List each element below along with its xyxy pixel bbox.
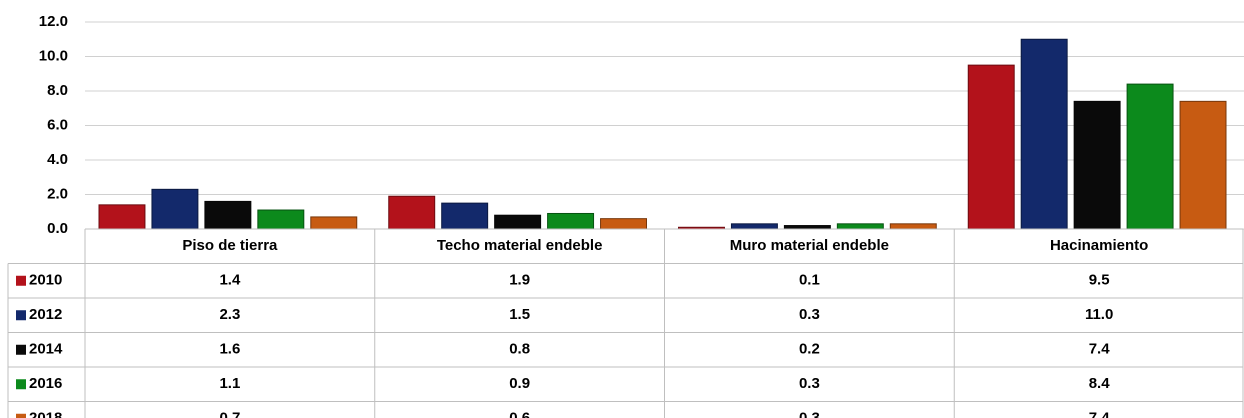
table-value: 11.0 <box>1085 306 1113 323</box>
bar <box>1020 38 1068 230</box>
table-value: 0.1 <box>799 272 820 289</box>
bar <box>730 223 778 230</box>
bar <box>388 195 436 230</box>
table-value: 0.2 <box>799 341 820 358</box>
table-value: 1.4 <box>219 272 241 289</box>
legend-key <box>16 344 26 355</box>
category-label: Muro material endeble <box>730 237 889 254</box>
category-label: Hacinamiento <box>1050 237 1148 254</box>
table-value: 7.4 <box>1089 410 1111 418</box>
legend-label: 2016 <box>29 375 62 392</box>
legend-key <box>16 275 26 286</box>
bar <box>547 212 595 230</box>
bar <box>310 216 358 230</box>
table-value: 8.4 <box>1089 375 1111 392</box>
bar <box>1126 83 1174 230</box>
table-value: 0.3 <box>799 410 820 418</box>
table-value: 1.6 <box>219 341 240 358</box>
bar <box>836 223 884 230</box>
table-value: 0.7 <box>219 410 240 418</box>
table-value: 0.6 <box>509 410 530 418</box>
table-value: 1.5 <box>509 306 530 323</box>
y-tick-label: 10.0 <box>39 47 68 64</box>
bar <box>600 218 647 230</box>
bar <box>494 214 542 230</box>
bar <box>441 202 489 230</box>
table-value: 1.9 <box>509 272 530 289</box>
y-tick-label: 2.0 <box>47 185 68 202</box>
bar <box>151 188 199 230</box>
bar <box>257 209 305 230</box>
legend-key <box>16 413 26 418</box>
table-value: 7.4 <box>1089 341 1111 358</box>
y-tick-label: 6.0 <box>47 116 68 133</box>
bar <box>204 200 252 230</box>
bar <box>1179 100 1227 230</box>
bar <box>98 204 146 230</box>
bar <box>1073 100 1121 230</box>
bar <box>967 64 1015 230</box>
legend-key <box>16 379 26 390</box>
table-value: 9.5 <box>1089 272 1110 289</box>
table-value: 1.1 <box>219 375 240 392</box>
bar <box>889 223 937 230</box>
table-value: 0.3 <box>799 306 820 323</box>
legend-label: 2014 <box>29 341 63 358</box>
bar <box>783 225 831 230</box>
legend-label: 2018 <box>29 410 62 418</box>
y-tick-label: 12.0 <box>39 13 68 30</box>
y-tick-label: 0.0 <box>47 220 68 237</box>
table-value: 0.8 <box>509 341 530 358</box>
table-value: 2.3 <box>219 306 240 323</box>
legend-key <box>16 310 26 321</box>
category-label: Techo material endeble <box>437 237 603 254</box>
y-tick-label: 8.0 <box>47 82 68 99</box>
legend-label: 2010 <box>29 272 62 289</box>
table-value: 0.9 <box>509 375 530 392</box>
table-value: 0.3 <box>799 375 820 392</box>
y-tick-label: 4.0 <box>47 151 68 168</box>
category-label: Piso de tierra <box>182 237 278 254</box>
legend-label: 2012 <box>29 306 62 323</box>
